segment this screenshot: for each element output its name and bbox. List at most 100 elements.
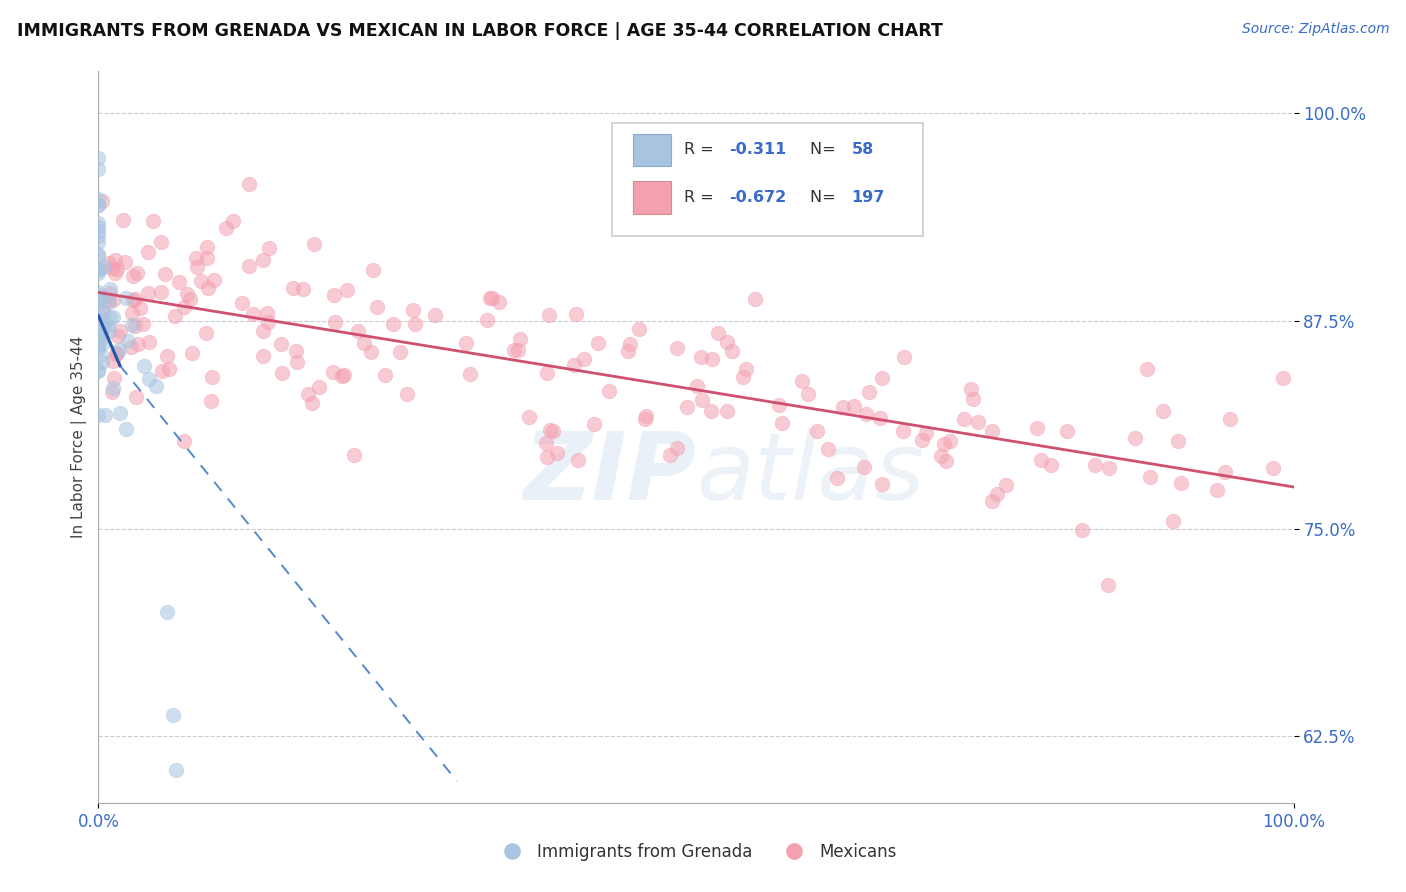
Point [665, 442, 688, 456]
Point [517, 409, 540, 424]
Point [87, 285, 110, 299]
Point [1219, 412, 1241, 426]
Point [503, 343, 526, 358]
Point [256, 305, 278, 319]
Point [733, 369, 755, 384]
Point [270, 337, 292, 351]
Point [538, 423, 561, 437]
Point [165, 763, 187, 777]
Point [1040, 458, 1063, 473]
Point [665, 341, 688, 355]
Point [87, 151, 110, 165]
Point [353, 336, 375, 351]
Point [87, 364, 110, 378]
Point [103, 354, 125, 368]
Point [195, 326, 218, 340]
Point [1135, 362, 1157, 376]
Point [297, 386, 319, 401]
Point [768, 398, 790, 412]
Point [91, 331, 114, 345]
Point [257, 315, 280, 329]
Point [790, 374, 813, 388]
Point [150, 235, 173, 249]
Point [103, 371, 125, 385]
Point [481, 291, 503, 305]
Point [454, 336, 477, 351]
Point [477, 312, 499, 326]
Point [323, 315, 346, 329]
Point [634, 409, 657, 423]
Point [686, 378, 709, 392]
FancyBboxPatch shape [633, 134, 671, 167]
Point [425, 308, 447, 322]
Point [292, 282, 315, 296]
Point [382, 317, 405, 331]
Point [91, 305, 114, 319]
Point [285, 344, 308, 359]
Point [87, 330, 110, 344]
Point [179, 292, 201, 306]
Point [124, 292, 146, 306]
Point [149, 285, 172, 299]
Point [98, 286, 121, 301]
Point [817, 442, 839, 457]
Point [458, 367, 481, 381]
Point [870, 477, 893, 491]
Point [115, 422, 138, 436]
Point [87, 362, 110, 376]
Point [832, 400, 855, 414]
Point [543, 425, 565, 439]
Point [994, 478, 1017, 492]
Point [87, 224, 110, 238]
Point [87, 408, 110, 422]
Point [1261, 461, 1284, 475]
Point [122, 268, 145, 283]
Point [138, 372, 160, 386]
Point [87, 341, 110, 355]
Point [87, 318, 110, 332]
Point [163, 309, 186, 323]
Point [675, 400, 697, 414]
Point [91, 305, 114, 319]
Point [583, 417, 606, 431]
Point [952, 412, 974, 426]
Point [690, 350, 713, 364]
Point [87, 262, 110, 277]
Point [124, 319, 146, 334]
Point [184, 251, 207, 265]
Point [1170, 476, 1192, 491]
Point [893, 351, 915, 365]
Point [87, 198, 110, 212]
Point [932, 437, 955, 451]
Point [716, 403, 738, 417]
Point [173, 434, 195, 448]
Point [121, 306, 143, 320]
Point [238, 177, 260, 191]
Point [572, 351, 595, 366]
Point [94, 408, 117, 422]
Point [155, 605, 177, 619]
Point [546, 446, 568, 460]
Point [104, 252, 127, 267]
Point [806, 424, 828, 438]
FancyBboxPatch shape [613, 122, 922, 235]
Point [195, 240, 218, 254]
Point [1056, 424, 1078, 438]
Point [509, 332, 531, 346]
Point [87, 263, 110, 277]
Point [87, 292, 110, 306]
Point [283, 280, 305, 294]
Point [911, 433, 934, 447]
Point [716, 335, 738, 350]
Point [156, 350, 179, 364]
Y-axis label: In Labor Force | Age 35-44: In Labor Force | Age 35-44 [72, 336, 87, 538]
Point [93, 320, 115, 334]
Text: 197: 197 [852, 190, 884, 205]
Point [702, 352, 724, 367]
Text: N=: N= [810, 143, 841, 158]
Point [91, 290, 114, 304]
Point [121, 318, 143, 332]
Legend: Immigrants from Grenada, Mexicans: Immigrants from Grenada, Mexicans [489, 837, 903, 868]
Text: R =: R = [685, 190, 718, 205]
Point [308, 380, 330, 394]
